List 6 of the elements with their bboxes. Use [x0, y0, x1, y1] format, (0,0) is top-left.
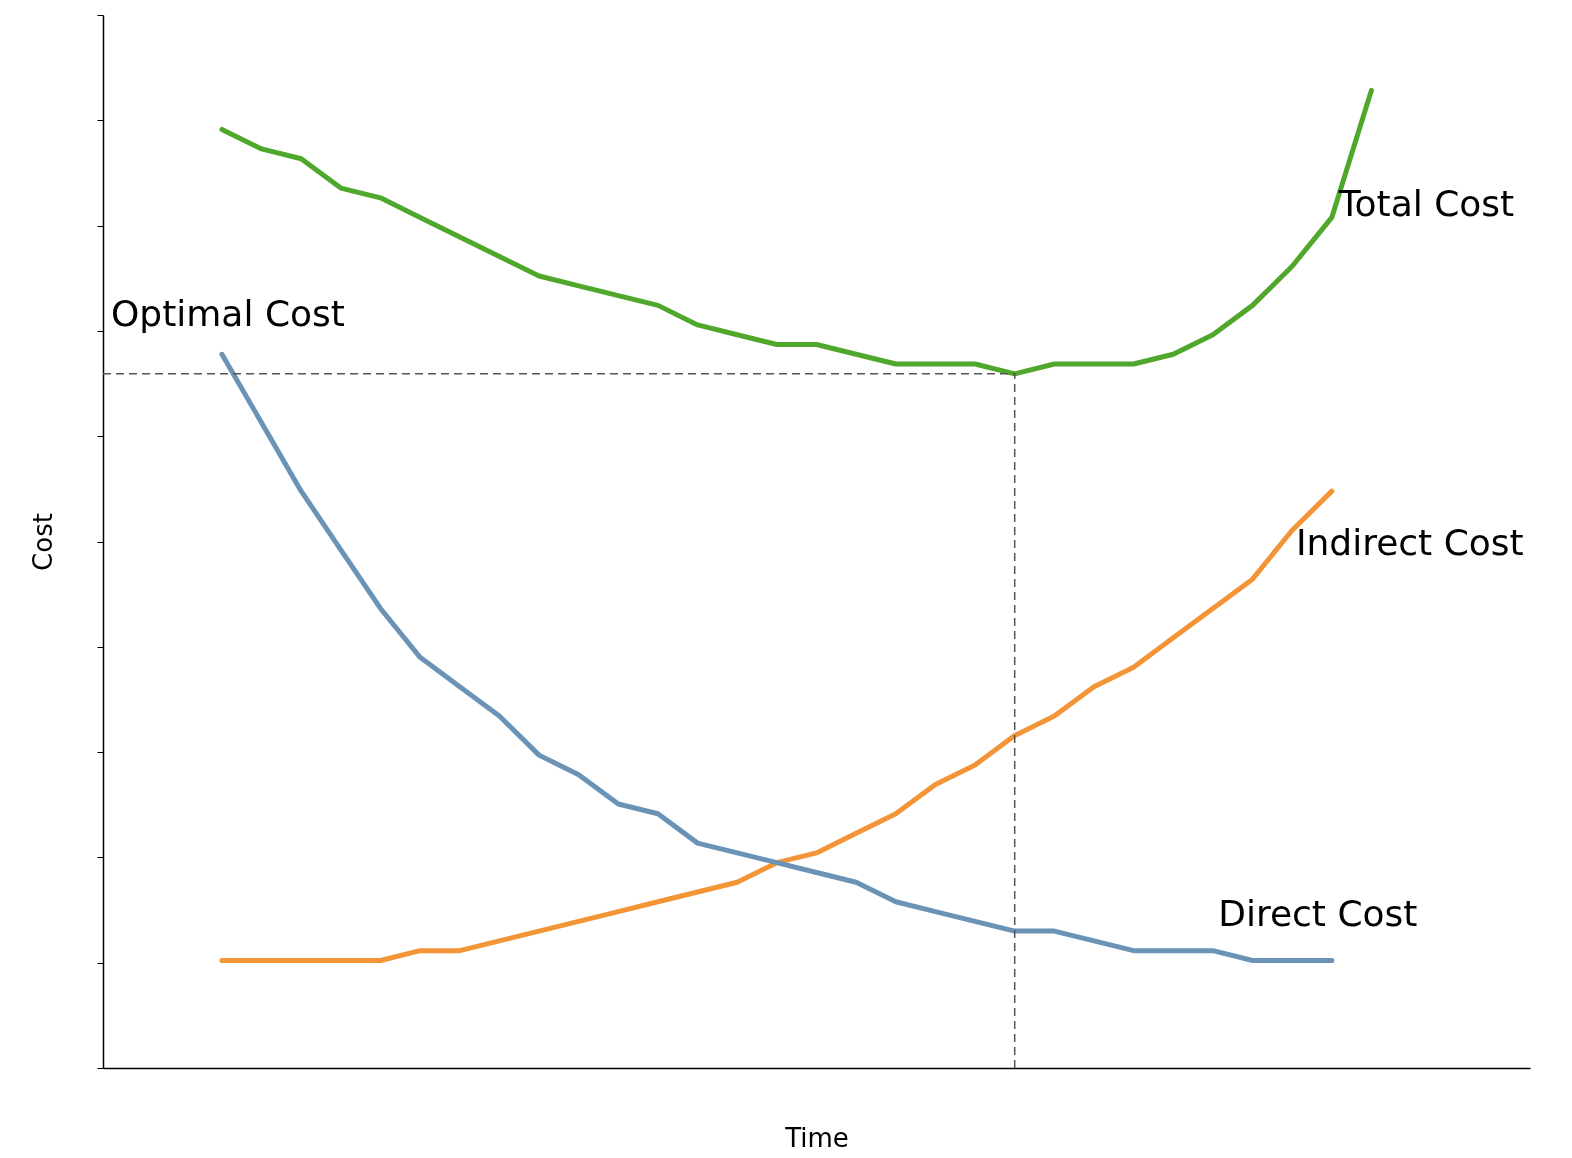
y-axis-title: Cost	[28, 513, 58, 571]
series-label: Total Cost	[1337, 183, 1515, 225]
x-axis-title: Time	[784, 1122, 849, 1153]
series-label: Direct Cost	[1218, 893, 1418, 935]
series-label: Indirect Cost	[1295, 522, 1524, 564]
ref-line-label: Optimal Cost	[111, 292, 345, 334]
